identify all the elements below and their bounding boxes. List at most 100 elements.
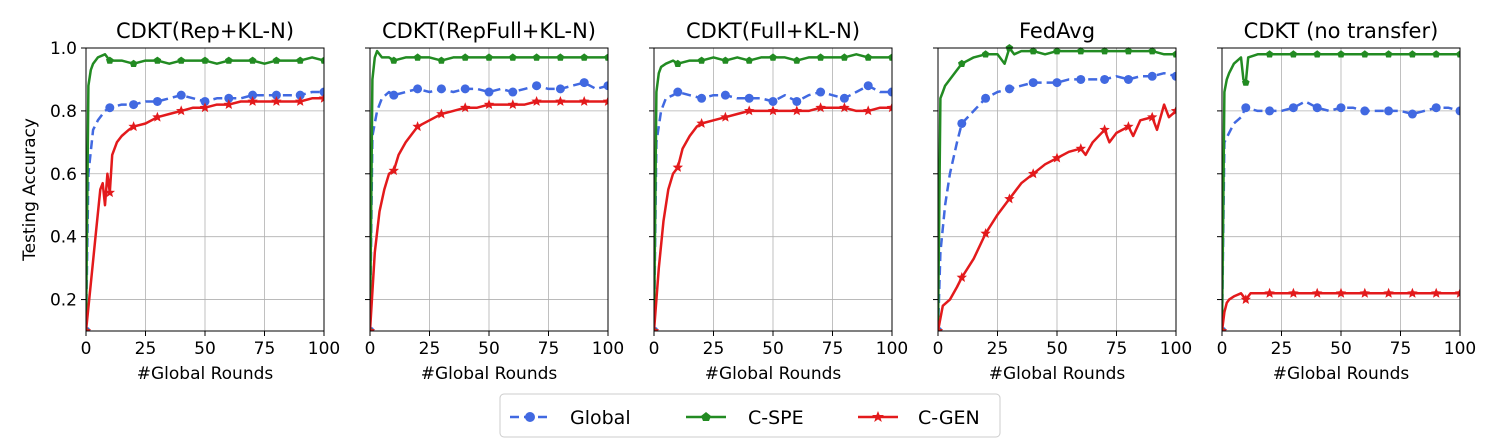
marker-global [1288,103,1298,113]
marker-cgen [1123,121,1134,132]
marker-cgen [602,96,608,106]
marker-global [579,78,589,88]
grid-lines [937,47,1177,331]
marker-cspe [201,56,209,64]
marker-cgen [1288,287,1299,298]
marker-cgen [1147,111,1158,122]
marker-global [768,96,778,106]
marker-cgen [791,105,802,116]
marker-cspe [556,53,565,61]
marker-global [1265,106,1275,116]
marker-cspe [390,56,398,64]
axes-frame [85,47,325,332]
marker-cspe [129,59,138,67]
x-axis-label: #Global Rounds [1273,364,1410,384]
series-line-cspe [1222,53,1460,331]
marker-global [1407,109,1417,119]
marker-cgen [460,102,471,113]
marker-global [129,100,139,110]
marker-global [271,90,281,100]
x-tick-label: 50 [194,339,216,359]
subplot-5: 0 25 50 75 100 CDKT (no transfer) #Global Roun… [1217,19,1477,384]
marker-cgen [744,105,755,116]
marker-cspe [697,56,706,64]
marker-global [176,90,186,100]
marker-cgen [370,325,376,331]
marker-cgen [1075,143,1086,154]
marker-cspe [793,56,801,64]
x-axis-label: #Global Rounds [421,364,558,384]
marker-cgen [247,96,258,106]
x-tick-label: 100 [1160,339,1192,359]
marker-global [887,87,892,97]
marker-cspe [272,56,281,64]
marker-cgen [720,111,731,122]
x-tick-label: 0 [81,339,92,359]
x-axis-label: #Global Rounds [989,364,1126,384]
marker-global [1100,74,1110,84]
marker-cgen [696,118,707,128]
marker-cgen [199,102,211,113]
marker-cspe [485,53,493,61]
subplot-title: CDKT(Rep+KL-N) [116,19,294,43]
marker-cgen [128,121,139,132]
marker-cspe [437,56,446,64]
marker-cspe [864,53,872,61]
marker-cspe [1289,50,1298,58]
x-tick-label: 25 [703,339,725,359]
marker-global [224,93,234,103]
x-axis-label: #Global Rounds [705,364,842,384]
legend-entry-global: Global [510,407,631,429]
y-axis-label: Testing Accuracy [20,118,40,262]
axes-frame [653,47,893,332]
legend-marker-cgen [872,411,884,422]
marker-cgen [839,102,850,113]
marker-cspe [1408,50,1417,58]
axes-frame [937,47,1177,332]
marker-cgen [980,228,991,238]
series-group [86,53,324,331]
x-tick-label: 75 [254,339,276,359]
marker-cspe [1100,47,1109,55]
marker-global [200,96,210,106]
series-line-cgen [938,103,1176,331]
marker-cspe [1172,50,1176,58]
marker-cgen [388,165,399,176]
marker-cspe [1337,50,1345,58]
marker-cspe [532,53,541,61]
legend: Global C-SPE C-GEN [499,393,1001,438]
series-group [938,44,1176,331]
marker-global [532,81,542,91]
subplot-title: CDKT(RepFull+KL-N) [382,19,596,43]
marker-cspe [816,53,825,61]
x-tick-label: 0 [365,339,376,359]
x-tick-label: 75 [822,339,844,359]
marker-global [1147,71,1157,81]
marker-global [1455,106,1460,116]
marker-cgen [223,99,234,109]
marker-global [673,87,683,97]
marker-cgen [1454,287,1460,298]
marker-global [697,93,707,103]
series-line-global [86,90,324,331]
marker-cspe [674,59,682,67]
marker-cspe [413,53,422,61]
x-axis-label: #Global Rounds [137,364,274,384]
marker-cgen [436,108,447,119]
subplot-title: CDKT(Full+KL-N) [686,19,860,43]
marker-global [105,103,115,113]
marker-cgen [863,105,874,116]
marker-global [1360,106,1370,116]
series-line-global [1222,100,1460,331]
marker-cspe [745,56,753,64]
series-group [654,53,892,331]
legend-entry-cspe: C-SPE [686,407,804,429]
marker-global [816,87,826,97]
marker-cgen [1240,294,1251,304]
x-tick-label: 25 [987,339,1009,359]
x-tick-label: 50 [1046,339,1068,359]
marker-cspe [1456,50,1460,58]
marker-cspe [1077,47,1085,55]
subplot-3: 0 25 50 75 100 CDKT(Full+KL-N) #Global Rounds [649,19,909,384]
x-tick-label: 75 [1106,339,1128,359]
